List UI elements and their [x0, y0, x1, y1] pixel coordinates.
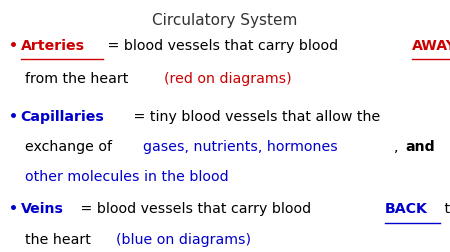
Text: exchange of: exchange of [25, 140, 116, 154]
Text: = blood vessels that carry blood: = blood vessels that carry blood [103, 39, 343, 53]
Text: •: • [9, 202, 18, 215]
Text: the heart: the heart [25, 232, 95, 246]
Text: to: to [441, 202, 450, 215]
Text: gases, nutrients, hormones: gases, nutrients, hormones [143, 140, 338, 154]
Text: other molecules in the blood: other molecules in the blood [25, 169, 228, 183]
Text: Veins: Veins [21, 202, 63, 215]
Text: (blue on diagrams): (blue on diagrams) [116, 232, 251, 246]
Text: Arteries: Arteries [21, 39, 85, 53]
Text: ,: , [394, 140, 403, 154]
Text: Capillaries: Capillaries [21, 110, 104, 123]
Text: = tiny blood vessels that allow the: = tiny blood vessels that allow the [129, 110, 380, 123]
Text: from the heart: from the heart [25, 72, 133, 86]
Text: = blood vessels that carry blood: = blood vessels that carry blood [76, 202, 315, 215]
Text: (red on diagrams): (red on diagrams) [164, 72, 292, 86]
Text: AWAY: AWAY [412, 39, 450, 53]
Text: BACK: BACK [385, 202, 428, 215]
Text: Circulatory System: Circulatory System [152, 13, 298, 27]
Text: •: • [9, 110, 18, 123]
Text: and: and [406, 140, 436, 154]
Text: •: • [9, 39, 18, 53]
